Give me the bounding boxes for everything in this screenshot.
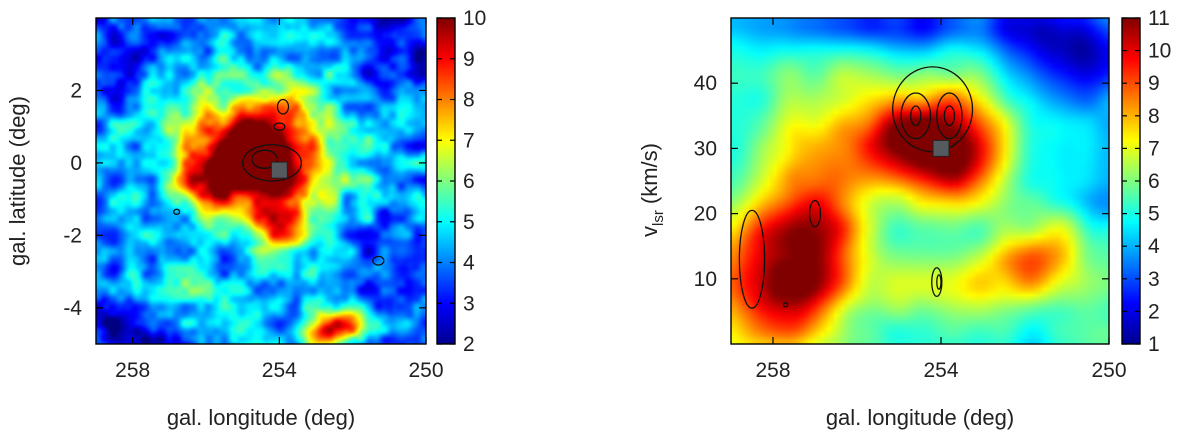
right-y-axis-title-main: v <box>637 226 662 237</box>
colorbar-tick-label: 4 <box>463 252 475 275</box>
right-y-axis-title: vlsr (km/s) <box>637 143 667 237</box>
right-y-axis-title-unit: (km/s) <box>637 143 662 204</box>
contour-line <box>900 92 932 140</box>
colorbar-tick-label: 7 <box>463 129 475 152</box>
left-source-marker <box>270 161 288 179</box>
right-x-axis-title: gal. longitude (deg) <box>826 405 1014 430</box>
right-source-marker <box>932 139 950 157</box>
colorbar-tick-label: 9 <box>1148 72 1160 95</box>
y-tick-label: 0 <box>70 152 82 175</box>
x-tick-label: 250 <box>1091 359 1126 382</box>
colorbar-tick-label: 4 <box>1148 235 1160 258</box>
colorbar-tick-label: 5 <box>1148 203 1160 226</box>
left-contours <box>173 98 385 266</box>
contour-line <box>173 208 181 215</box>
x-tick-label: 258 <box>755 359 790 382</box>
contour-line <box>936 92 963 140</box>
x-tick-label: 254 <box>923 359 958 382</box>
contour-line <box>242 144 302 182</box>
contour-line <box>372 255 385 266</box>
source-marker-square <box>932 139 950 157</box>
colorbar-tick-label: 10 <box>1148 40 1171 63</box>
colorbar-tick-label: 9 <box>463 48 475 71</box>
x-tick-label: 254 <box>262 359 297 382</box>
contour-line <box>276 98 290 115</box>
right-axis-ticks: 258 254 250 40 30 20 10 <box>694 18 1127 382</box>
colorbar-tick-label: 3 <box>463 292 475 315</box>
right-intensity-map <box>731 18 1109 344</box>
colorbar-tick-label: 11 <box>1148 7 1170 30</box>
contour-line <box>808 199 822 228</box>
colorbar-tick-label: 10 <box>463 7 486 30</box>
colorbar-tick-label: 2 <box>463 333 475 356</box>
y-tick-label: 10 <box>694 268 717 291</box>
y-tick-label: 2 <box>70 79 82 102</box>
colorbar-tick-label: 8 <box>463 89 475 112</box>
right-y-axis-title-subscript: lsr <box>650 210 667 226</box>
contour-line <box>931 267 943 298</box>
right-colorbar-ticks: 11 10 9 8 7 6 5 4 3 2 1 <box>1122 7 1171 356</box>
colorbar-tick-label: 2 <box>1148 300 1160 323</box>
left-plot-frame <box>95 17 427 345</box>
contour-line <box>936 274 942 290</box>
left-colorbar-ticks: 10 9 8 7 6 5 4 3 2 <box>437 7 486 356</box>
x-tick-label: 258 <box>115 359 150 382</box>
y-tick-label: -4 <box>63 297 82 320</box>
contour-line <box>251 149 279 169</box>
contour-line <box>782 302 789 308</box>
colorbar-tick-label: 5 <box>463 211 475 234</box>
contour-line <box>273 122 286 131</box>
source-marker-square <box>270 161 288 179</box>
left-y-axis-title: gal. latitude (deg) <box>5 96 30 266</box>
y-tick-label: 40 <box>694 72 717 95</box>
x-tick-label: 250 <box>408 359 443 382</box>
y-tick-label: 20 <box>694 203 717 226</box>
right-colorbar <box>1122 18 1140 344</box>
colorbar-tick-label: 6 <box>1148 170 1160 193</box>
colorbar-tick-label: 1 <box>1148 333 1160 356</box>
contour-line <box>943 105 956 127</box>
colorbar-tick-label: 8 <box>1148 105 1160 128</box>
colorbar-tick-label: 3 <box>1148 268 1160 291</box>
left-x-axis-title: gal. longitude (deg) <box>167 405 355 430</box>
y-tick-label: 30 <box>694 137 717 160</box>
contour-line <box>738 209 766 309</box>
colorbar-tick-label: 7 <box>1148 137 1160 160</box>
colorbar-tick-label: 6 <box>463 170 475 193</box>
contour-line <box>910 105 922 127</box>
right-plot-frame <box>730 17 1110 345</box>
y-tick-label: -2 <box>63 224 82 247</box>
left-intensity-map <box>96 18 426 344</box>
left-axis-ticks: 258 254 250 2 0 -2 -4 <box>63 18 444 382</box>
